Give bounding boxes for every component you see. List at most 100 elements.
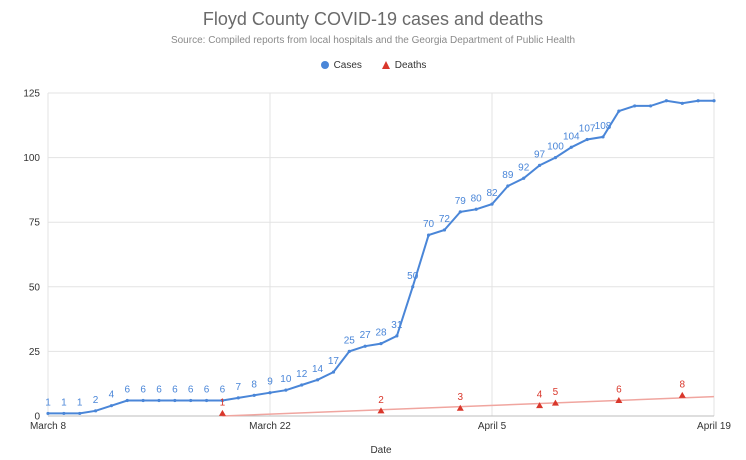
legend-item-deaths[interactable]: Deaths [381, 60, 427, 71]
y-tick-label: 25 [29, 347, 41, 358]
cases-data-label: 8 [251, 379, 257, 390]
cases-point [236, 396, 240, 400]
cases-point [474, 207, 478, 211]
cases-circle-icon [320, 61, 329, 70]
cases-data-label: 17 [328, 356, 340, 367]
cases-data-label: 6 [140, 384, 146, 395]
cases-point [569, 145, 573, 149]
legend-label-deaths: Deaths [394, 60, 427, 71]
x-axis-title: Date [370, 445, 392, 456]
cases-point [633, 104, 637, 108]
cases-point [648, 104, 653, 108]
x-tick-label: April 19 [697, 421, 731, 432]
deaths-data-label: 3 [458, 392, 464, 403]
deaths-point [678, 391, 686, 398]
cases-point [315, 378, 320, 382]
y-tick-label: 100 [23, 153, 40, 164]
cases-data-label: 1 [77, 397, 83, 408]
cases-point [78, 411, 82, 416]
cases-data-label: 2 [93, 395, 99, 406]
deaths-data-label: 4 [537, 390, 543, 401]
cases-data-label: 4 [109, 390, 115, 401]
x-tick-label: March 8 [30, 421, 67, 432]
y-tick-label: 75 [29, 218, 41, 229]
cases-data-label: 97 [534, 149, 546, 160]
cases-point [125, 398, 129, 403]
legend-item-cases[interactable]: Cases [320, 60, 362, 71]
cases-point [585, 137, 589, 142]
cases-data-label: 6 [125, 384, 131, 395]
cases-data-label: 25 [344, 335, 356, 346]
deaths-data-label: 5 [553, 387, 559, 398]
cases-point [252, 393, 256, 397]
deaths-trend-line [222, 395, 715, 417]
cases-data-label: 70 [423, 219, 435, 230]
cases-point [93, 409, 98, 413]
legend: Cases Deaths [0, 60, 746, 71]
x-tick-label: April 5 [478, 421, 507, 432]
legend-label-cases: Cases [333, 60, 362, 71]
cases-data-label: 7 [236, 382, 242, 393]
cases-point [411, 285, 415, 289]
cases-point [363, 344, 367, 348]
deaths-point [536, 402, 544, 409]
chart-title: Floyd County COVID-19 cases and deaths [202, 9, 544, 29]
cases-data-label: 31 [391, 320, 403, 331]
cases-point [173, 398, 177, 403]
cases-data-label: 9 [267, 377, 273, 388]
cases-data-label: 12 [296, 369, 308, 380]
y-tick-label: 0 [34, 412, 40, 423]
cases-point [109, 404, 114, 408]
cases-data-label: 92 [518, 162, 530, 173]
cases-point [204, 398, 209, 403]
cases-point [300, 383, 304, 387]
cases-point [617, 109, 621, 113]
cases-point [141, 398, 145, 403]
cases-point [442, 228, 447, 232]
cases-point [220, 398, 225, 403]
cases-data-label: 6 [188, 384, 194, 395]
cases-data-label: 28 [375, 328, 387, 339]
cases-point [506, 184, 510, 188]
cases-data-label: 108 [595, 121, 612, 132]
deaths-point [615, 396, 623, 403]
cases-data-label: 10 [280, 374, 292, 385]
deaths-point [456, 404, 464, 411]
cases-data-label: 1 [45, 397, 51, 408]
cases-data-label: 100 [547, 142, 564, 153]
cases-point [601, 135, 605, 139]
deaths-point [551, 399, 559, 406]
cases-data-label: 6 [220, 384, 226, 395]
deaths-point [377, 407, 385, 414]
cases-point [553, 156, 558, 160]
cases-point [379, 342, 383, 346]
cases-data-label: 50 [407, 271, 419, 282]
cases-point [522, 176, 526, 180]
cases-data-label: 6 [172, 384, 178, 395]
deaths-data-label: 1 [220, 397, 226, 408]
cases-point [664, 99, 669, 103]
cases-data-label: 27 [360, 330, 372, 341]
cases-point [458, 210, 462, 214]
deaths-point [218, 409, 226, 416]
series [46, 99, 716, 417]
cases-point [157, 398, 161, 403]
deaths-data-label: 2 [378, 395, 384, 406]
cases-point [284, 388, 288, 392]
cases-data-label: 79 [455, 196, 467, 207]
cases-point [712, 99, 716, 103]
cases-data-label: 104 [563, 131, 580, 142]
cases-line [48, 99, 714, 415]
cases-point [189, 398, 193, 403]
cases-data-label: 14 [312, 364, 324, 375]
cases-point [426, 233, 431, 237]
cases-point [268, 391, 272, 395]
chart-subtitle: Source: Compiled reports from local hosp… [170, 35, 576, 46]
cases-point [490, 202, 494, 206]
cases-data-label: 72 [439, 214, 451, 225]
cases-data-label: 89 [502, 170, 514, 181]
cases-data-label: 1 [61, 397, 67, 408]
cases-point [46, 411, 50, 416]
